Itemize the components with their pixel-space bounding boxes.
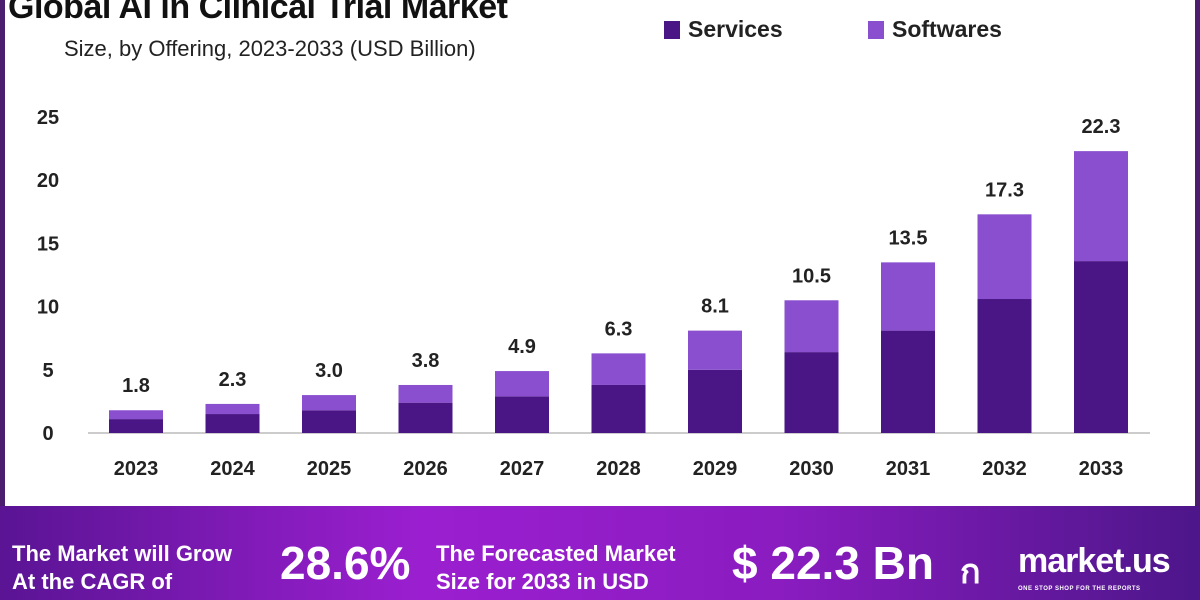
bar-services-2029: [688, 369, 742, 433]
data-label-total: 4.9: [508, 336, 536, 358]
data-label-total: 22.3: [1082, 116, 1121, 138]
bar-softwares-2030: [784, 300, 839, 353]
brand-name: market.us: [1018, 542, 1171, 580]
legend-softwares: Softwares: [868, 16, 1002, 43]
bar-softwares-2031: [881, 262, 935, 331]
bar-services-2024: [205, 414, 260, 433]
bar-softwares-2028: [591, 353, 646, 385]
cagr-label: The Market will Grow At the CAGR of: [12, 540, 232, 596]
summary-banner: The Market will Grow At the CAGR of 28.6%…: [0, 506, 1200, 600]
data-label-total: 13.5: [889, 227, 928, 249]
forecast-value: $ 22.3 Bn: [732, 537, 934, 589]
legend-swatch-services: [664, 20, 680, 39]
x-tick-label: 2031: [886, 458, 931, 480]
bar-softwares-2029: [688, 330, 742, 370]
cagr-label-line2: At the CAGR of: [12, 569, 173, 594]
x-tick-label: 2033: [1079, 458, 1124, 480]
bar-softwares-2032: [977, 214, 1032, 300]
y-tick-label: 0: [42, 423, 53, 445]
data-label-total: 6.3: [605, 318, 633, 340]
forecast-label-line2: Size for 2033 in USD: [436, 569, 649, 594]
data-label-total: 3.0: [315, 360, 343, 382]
y-tick-label: 20: [37, 170, 59, 192]
chart-subtitle: Size, by Offering, 2023-2033 (USD Billio…: [64, 36, 476, 61]
brand-logo-icon: ก: [960, 553, 981, 591]
x-tick-label: 2030: [789, 458, 834, 480]
data-label-total: 10.5: [792, 265, 831, 287]
x-tick-label: 2023: [114, 458, 159, 480]
bar-services-2028: [591, 384, 646, 433]
forecast-label: The Forecasted Market Size for 2033 in US…: [436, 540, 676, 596]
y-tick-label: 15: [37, 233, 59, 255]
x-tick-label: 2028: [596, 458, 641, 480]
legend-swatch-softwares: [868, 20, 884, 39]
chart-title: Global AI in Clinical Trial Market: [8, 0, 508, 26]
y-tick-label: 5: [42, 360, 53, 382]
x-tick-label: 2027: [500, 458, 545, 480]
bar-services-2031: [881, 330, 935, 433]
bar-services-2026: [398, 402, 453, 433]
data-label-total: 3.8: [412, 350, 440, 372]
cagr-label-line1: The Market will Grow: [12, 541, 233, 566]
bar-softwares-2024: [205, 403, 260, 415]
y-tick-label: 25: [37, 107, 59, 129]
brand-tagline: ONE STOP SHOP FOR THE REPORTS: [1018, 586, 1141, 592]
bar-softwares-2025: [302, 395, 356, 411]
x-tick-label: 2024: [210, 458, 255, 480]
x-tick-label: 2032: [982, 458, 1027, 480]
bar-services-2032: [977, 299, 1032, 433]
data-label-total: 17.3: [985, 179, 1024, 201]
bar-softwares-2027: [495, 371, 549, 397]
bar-services-2025: [302, 410, 356, 433]
x-tick-label: 2026: [403, 458, 448, 480]
bar-services-2023: [109, 419, 163, 433]
data-label-total: 8.1: [701, 296, 729, 318]
bar-softwares-2023: [109, 410, 163, 420]
bar-services-2030: [784, 352, 839, 433]
data-label-total: 1.8: [122, 375, 150, 397]
x-tick-label: 2025: [307, 458, 352, 480]
legend-label-softwares: Softwares: [892, 16, 1002, 42]
legend-label-services: Services: [688, 16, 783, 42]
chart-plot: 05101520251.820232.320243.020253.820264.…: [37, 107, 1150, 480]
x-tick-label: 2029: [693, 458, 738, 480]
bar-services-2027: [495, 396, 549, 433]
brand-logo: ก market.us ONE STOP SHOP FOR THE REPORT…: [960, 542, 1171, 598]
bar-services-2033: [1074, 261, 1128, 433]
cagr-value: 28.6%: [280, 537, 411, 589]
data-label-total: 2.3: [219, 369, 247, 391]
forecast-label-line1: The Forecasted Market: [436, 541, 676, 566]
legend-services: Services: [664, 16, 783, 43]
bar-softwares-2033: [1074, 151, 1128, 262]
y-tick-label: 10: [37, 297, 59, 319]
bar-softwares-2026: [398, 384, 453, 403]
